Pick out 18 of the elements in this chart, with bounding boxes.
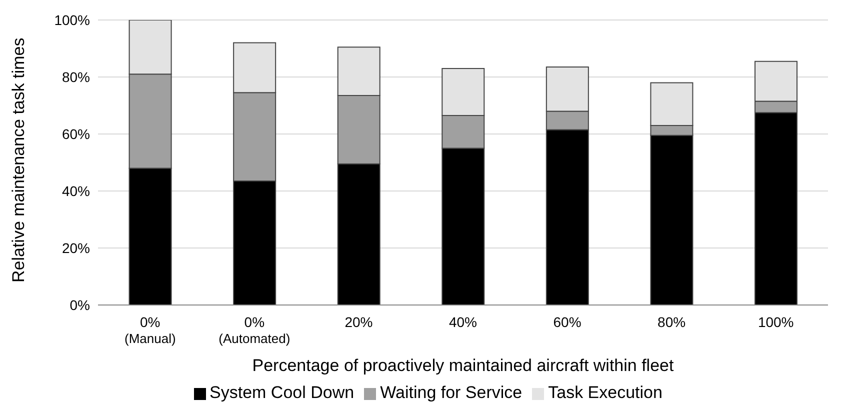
y-axis-title: Relative maintenance task times <box>9 38 28 282</box>
x-tick-label: 40% <box>448 314 478 330</box>
x-axis-title: Percentage of proactively maintained aircraft within fleet <box>252 356 674 375</box>
legend-label: Task Execution <box>548 383 662 402</box>
legend-label: Waiting for Service <box>380 383 522 402</box>
x-tick-label: 0% (Manual) <box>124 314 176 346</box>
y-tick-label: 20% <box>62 240 90 256</box>
x-tick-label: 60% <box>553 314 582 330</box>
y-tick-label: 80% <box>62 68 90 85</box>
y-tick-label: 100% <box>54 12 90 28</box>
x-tick-label: 20% <box>344 314 373 330</box>
x-tick-label: 100% <box>758 314 794 330</box>
x-tick-label: 0% (Automated) <box>218 314 290 346</box>
y-tick-label: 0% <box>70 296 90 313</box>
y-tick-label: 40% <box>62 182 90 199</box>
y-tick-label: 60% <box>62 126 90 142</box>
x-tick-label: 80% <box>658 314 686 330</box>
legend-label: System Cool Down <box>210 383 354 402</box>
